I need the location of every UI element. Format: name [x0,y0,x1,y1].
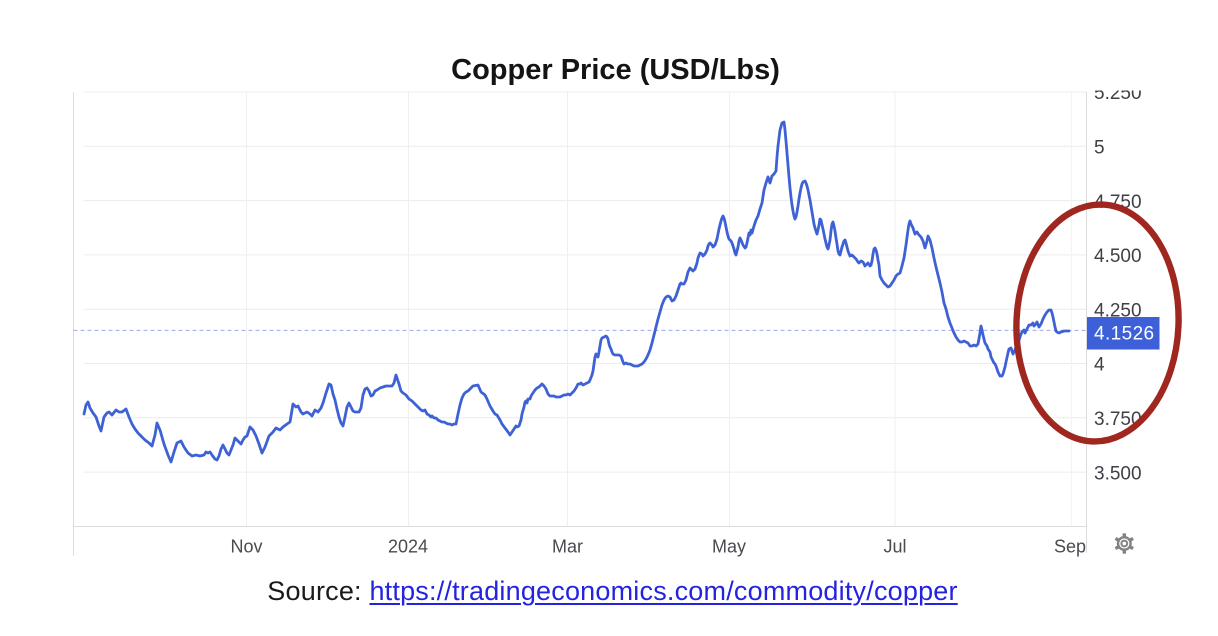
svg-text:Sep: Sep [1054,537,1086,557]
svg-text:4.500: 4.500 [1094,246,1142,267]
svg-text:Mar: Mar [552,537,583,557]
svg-text:2024: 2024 [388,537,428,557]
svg-text:Nov: Nov [230,537,262,557]
svg-text:4: 4 [1094,355,1105,376]
svg-text:5: 5 [1094,138,1105,159]
svg-text:3.750: 3.750 [1094,409,1142,430]
svg-text:4.1526: 4.1526 [1094,324,1155,345]
svg-text:May: May [712,537,746,557]
svg-text:Jul: Jul [883,537,906,557]
svg-text:3.500: 3.500 [1094,463,1142,484]
svg-text:4.250: 4.250 [1094,300,1142,321]
